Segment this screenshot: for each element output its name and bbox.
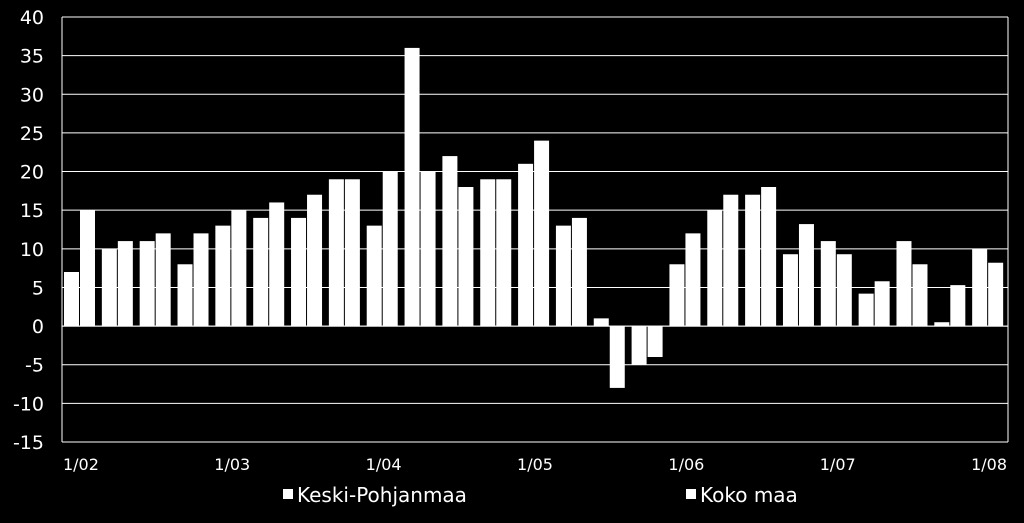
bar-series0-12 bbox=[518, 163, 534, 327]
bar-series0-9 bbox=[404, 47, 420, 327]
bar-series0-8 bbox=[366, 225, 382, 327]
bar-series0-11 bbox=[480, 179, 496, 327]
y-tick-label-7: 20 bbox=[20, 162, 44, 184]
bar-series1-1 bbox=[117, 241, 133, 327]
bar-series1-19 bbox=[798, 224, 814, 327]
x-tick-label-6: 1/08 bbox=[971, 455, 1007, 474]
bar-series0-0 bbox=[64, 272, 79, 327]
bar-series1-21 bbox=[874, 281, 890, 327]
bar-series1-20 bbox=[836, 254, 852, 327]
bar-series1-14 bbox=[609, 326, 625, 388]
bar-series0-22 bbox=[896, 241, 912, 327]
bar-series1-0 bbox=[80, 210, 95, 327]
bar-series0-17 bbox=[707, 210, 723, 327]
bar-series1-15 bbox=[647, 326, 663, 357]
bar-series0-19 bbox=[782, 254, 798, 327]
bars bbox=[64, 47, 1004, 388]
bar-series0-2 bbox=[139, 241, 155, 327]
bar-series1-8 bbox=[382, 171, 398, 327]
x-axis: 1/021/031/041/051/061/071/081/091/101/11… bbox=[63, 455, 1007, 474]
bar-series0-14 bbox=[593, 318, 609, 327]
y-tick-label-10: 35 bbox=[20, 46, 44, 68]
bar-series1-5 bbox=[269, 202, 285, 327]
x-tick-label-4: 1/06 bbox=[668, 455, 704, 474]
bar-series1-9 bbox=[420, 171, 436, 327]
y-tick-label-5: 10 bbox=[20, 239, 44, 261]
bar-series0-16 bbox=[669, 264, 685, 327]
bar-series0-7 bbox=[328, 179, 344, 327]
bar-series1-12 bbox=[534, 140, 550, 327]
bar-series1-4 bbox=[231, 210, 247, 327]
bar-series0-13 bbox=[555, 225, 571, 327]
bar-series1-7 bbox=[344, 179, 360, 327]
bar-series1-10 bbox=[458, 187, 474, 327]
bar-series0-6 bbox=[291, 217, 307, 327]
gridlines bbox=[62, 16, 1008, 443]
legend-swatch-keski-pohjanmaa bbox=[283, 489, 293, 499]
y-tick-label-8: 25 bbox=[20, 123, 44, 145]
bar-series0-15 bbox=[631, 326, 647, 365]
bar-series0-3 bbox=[177, 264, 193, 327]
x-tick-label-2: 1/04 bbox=[366, 455, 402, 474]
y-tick-label-4: 5 bbox=[32, 277, 44, 299]
y-tick-label-3: 0 bbox=[32, 316, 44, 338]
bar-series0-24 bbox=[972, 248, 988, 327]
bar-series1-2 bbox=[155, 233, 171, 327]
bar-series1-22 bbox=[912, 264, 928, 327]
bar-series0-21 bbox=[858, 293, 874, 327]
x-tick-label-5: 1/07 bbox=[820, 455, 856, 474]
bar-series0-20 bbox=[820, 241, 836, 327]
bar-series1-13 bbox=[571, 217, 587, 327]
x-tick-label-0: 1/02 bbox=[63, 455, 99, 474]
legend: Keski-Pohjanmaa Koko maa bbox=[283, 483, 798, 507]
y-tick-label-1: -10 bbox=[13, 393, 44, 415]
bar-series0-1 bbox=[101, 248, 117, 327]
bar-series1-24 bbox=[988, 262, 1004, 327]
bar-series0-10 bbox=[442, 156, 458, 327]
y-axis: -15 -10 -5 0 5 10 15 20 25 30 35 40 bbox=[13, 7, 1009, 454]
bar-series1-3 bbox=[193, 233, 209, 327]
y-tick-label-9: 30 bbox=[20, 84, 44, 106]
bar-series0-5 bbox=[253, 217, 269, 327]
y-tick-label-2: -5 bbox=[25, 355, 44, 377]
bar-series0-18 bbox=[745, 194, 761, 327]
legend-label-keski-pohjanmaa: Keski-Pohjanmaa bbox=[297, 483, 467, 507]
bar-series1-16 bbox=[685, 233, 701, 327]
y-tick-label-6: 15 bbox=[20, 200, 44, 222]
y-tick-label-11: 40 bbox=[20, 7, 44, 29]
bar-series0-23 bbox=[934, 322, 950, 327]
legend-label-koko-maa: Koko maa bbox=[700, 483, 798, 507]
bar-series1-23 bbox=[950, 285, 966, 327]
bar-series1-17 bbox=[723, 194, 739, 327]
bar-series1-18 bbox=[761, 187, 777, 327]
x-tick-label-3: 1/05 bbox=[517, 455, 553, 474]
bar-series1-6 bbox=[307, 194, 323, 327]
legend-swatch-koko-maa bbox=[686, 489, 696, 499]
bar-series0-4 bbox=[215, 225, 231, 327]
x-tick-label-1: 1/03 bbox=[214, 455, 250, 474]
y-tick-label-0: -15 bbox=[13, 432, 44, 454]
bar-series1-11 bbox=[496, 179, 512, 327]
